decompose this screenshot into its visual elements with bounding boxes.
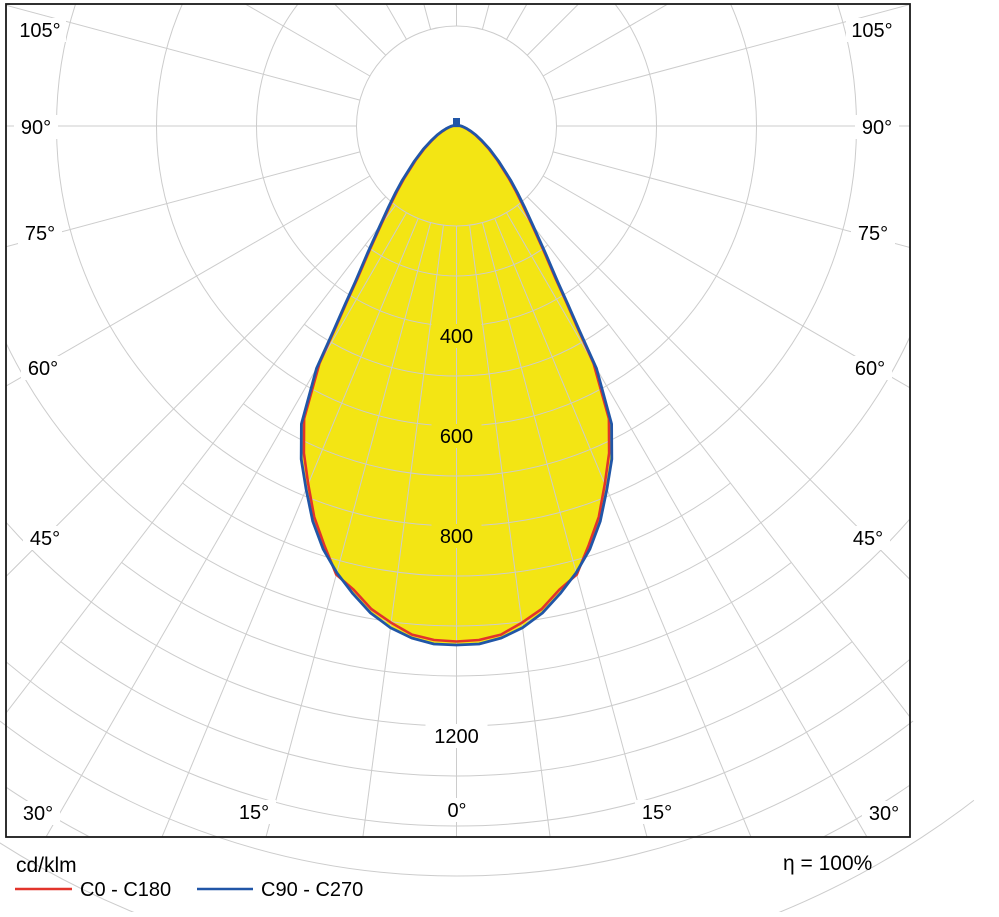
angle-label-45-10: 45° xyxy=(853,528,883,550)
ring-label-1200: 1200 xyxy=(434,726,479,748)
angle-label-90-7: 90° xyxy=(862,117,892,139)
angle-label-60-3: 60° xyxy=(28,358,58,380)
ring-label-800: 800 xyxy=(440,526,473,548)
ring-label-400: 400 xyxy=(440,326,473,348)
angle-label-75-8: 75° xyxy=(858,223,888,245)
angle-label-0-13: 0° xyxy=(447,800,466,822)
angle-label-30-11: 30° xyxy=(869,803,899,825)
legend-label-c0-c180: C0 - C180 xyxy=(80,879,171,901)
angle-label-60-9: 60° xyxy=(855,358,885,380)
ring-label-600: 600 xyxy=(440,426,473,448)
efficiency-label: η = 100% xyxy=(783,852,872,875)
angle-label-15-14: 15° xyxy=(642,802,672,824)
angle-label-15-12: 15° xyxy=(239,802,269,824)
legend-label-c90-c270: C90 - C270 xyxy=(261,879,363,901)
angle-label-105-6: 105° xyxy=(851,20,892,42)
curve-apex-marker xyxy=(453,118,460,126)
legend-units-label: cd/klm xyxy=(16,854,77,877)
angle-label-45-4: 45° xyxy=(30,528,60,550)
angle-label-30-5: 30° xyxy=(23,803,53,825)
angle-label-90-1: 90° xyxy=(21,117,51,139)
angle-label-105-0: 105° xyxy=(19,20,60,42)
angle-label-75-2: 75° xyxy=(25,223,55,245)
